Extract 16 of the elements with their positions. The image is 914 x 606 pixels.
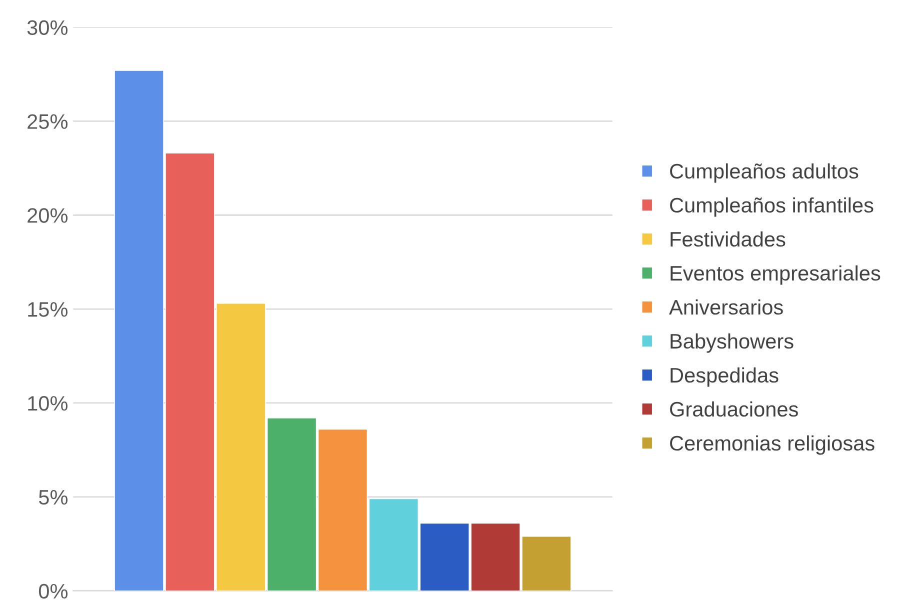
y-tick-label: 5% [38, 490, 68, 505]
legend-label: Graduaciones [670, 401, 798, 417]
legend-label: Ceremonias religiosas [670, 435, 874, 455]
legend-label: Cumpleaños adultos [670, 163, 858, 183]
y-tick-label: 10% [28, 396, 68, 411]
y-tick-label: 25% [28, 114, 68, 129]
y-tick-label: 15% [28, 302, 68, 317]
y-tick-label: 20% [28, 208, 68, 223]
legend-label: Babyshowers [670, 333, 794, 353]
legend-label: Festividades [670, 231, 786, 247]
legend-label: Despedidas [670, 367, 778, 387]
legend-label: Cumpleaños infantiles [670, 197, 874, 217]
y-tick-label: 30% [27, 20, 68, 36]
legend-label: Eventos empresariales [670, 265, 880, 285]
legend-label: Aniversarios [669, 299, 783, 315]
y-tick-label: 0% [38, 584, 68, 599]
